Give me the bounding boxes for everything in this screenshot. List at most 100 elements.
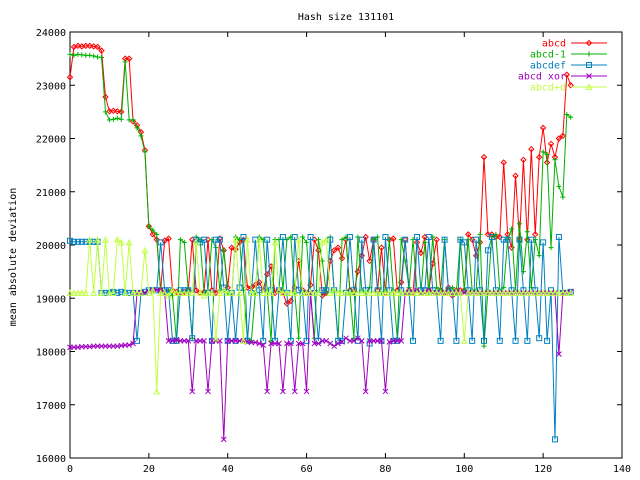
data-point (177, 289, 184, 296)
data-point (138, 133, 144, 139)
data-point (528, 289, 535, 296)
data-point (386, 289, 393, 296)
data-point (539, 124, 547, 132)
data-point (552, 157, 558, 163)
data-point (393, 289, 401, 296)
data-point (161, 289, 168, 296)
data-point (240, 234, 247, 241)
data-point (126, 342, 132, 348)
data-point (417, 249, 425, 257)
data-point (449, 289, 456, 296)
data-point (528, 145, 535, 153)
data-point (260, 342, 267, 348)
data-point (212, 236, 219, 243)
data-point (201, 337, 207, 344)
data-point (586, 73, 592, 79)
data-point (472, 289, 480, 296)
data-point (429, 289, 437, 296)
data-point (568, 114, 574, 120)
y-tick-label: 24000 (36, 28, 66, 39)
data-point (87, 52, 93, 58)
data-point (480, 289, 488, 296)
data-point (516, 289, 523, 296)
data-point (125, 55, 133, 62)
data-point (228, 289, 235, 296)
data-point (102, 236, 109, 243)
data-point (181, 239, 187, 245)
data-point (279, 289, 287, 296)
data-point (315, 340, 322, 347)
data-point (540, 149, 546, 155)
data-point (118, 116, 124, 122)
data-point (165, 291, 172, 299)
data-point (221, 247, 227, 253)
data-point (86, 236, 94, 243)
data-point (398, 337, 405, 344)
data-point (488, 289, 496, 296)
data-point (271, 238, 279, 246)
x-tick-label: 60 (301, 464, 313, 475)
data-point (204, 289, 212, 296)
data-point (102, 93, 109, 101)
data-point (79, 52, 85, 58)
data-point (173, 289, 180, 296)
data-point (504, 236, 511, 243)
data-point (330, 247, 338, 254)
data-point (177, 237, 183, 243)
data-point (509, 226, 515, 232)
data-point (299, 340, 306, 347)
data-point (291, 234, 298, 241)
data-point (134, 337, 141, 344)
data-point (134, 125, 140, 131)
data-point (555, 135, 563, 142)
data-point (82, 289, 90, 296)
data-point (201, 236, 208, 243)
data-point (500, 289, 508, 296)
data-point (150, 227, 156, 233)
data-point (260, 337, 267, 344)
y-tick-label: 23000 (36, 81, 66, 92)
data-point (71, 52, 77, 58)
data-point (484, 247, 491, 254)
data-point (567, 289, 575, 296)
data-point (453, 337, 460, 344)
data-point (232, 236, 239, 243)
data-point (240, 337, 247, 344)
y-axis-label: mean absolute deviation (8, 188, 19, 326)
data-point (544, 151, 550, 157)
data-point (492, 289, 500, 296)
data-point (500, 159, 507, 166)
data-point (585, 83, 593, 90)
data-point (327, 340, 334, 347)
data-point (362, 233, 369, 241)
data-point (564, 112, 570, 118)
data-point (370, 289, 377, 296)
data-point (153, 236, 160, 243)
data-point (299, 289, 306, 296)
data-point (212, 334, 220, 342)
data-point (106, 289, 113, 296)
data-point (169, 337, 176, 344)
data-point (259, 289, 267, 296)
data-point (401, 289, 409, 296)
data-point (130, 340, 136, 347)
data-point (504, 289, 511, 296)
data-point (508, 289, 515, 296)
series-line (69, 53, 572, 347)
data-point (220, 286, 228, 294)
data-point (531, 289, 539, 296)
data-point (410, 337, 417, 344)
data-point (338, 255, 346, 262)
data-point (362, 289, 370, 296)
data-point (354, 335, 361, 342)
data-point (283, 300, 291, 307)
x-tick-label: 80 (379, 464, 391, 475)
data-point (78, 289, 86, 296)
data-point (66, 289, 74, 296)
y-tick-label: 21000 (36, 188, 66, 199)
y-tick-label: 18000 (36, 348, 66, 359)
data-point (351, 337, 357, 344)
data-point (551, 436, 558, 443)
data-point (78, 238, 85, 245)
